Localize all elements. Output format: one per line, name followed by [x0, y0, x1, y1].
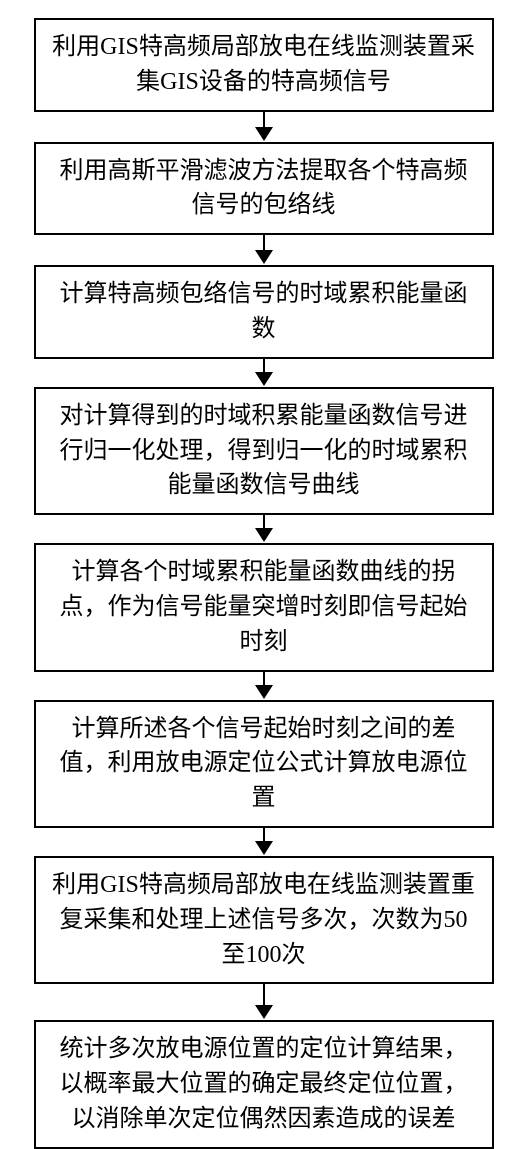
arrow-head — [255, 841, 273, 855]
arrow-head — [255, 250, 273, 264]
arrow-shaft — [263, 359, 265, 373]
arrow-shaft — [263, 112, 265, 128]
flow-step-label: 计算各个时域累积能量函数曲线的拐点，作为信号能量突增时刻即信号起始时刻 — [50, 555, 478, 659]
arrow-shaft — [263, 672, 265, 686]
flow-step-4: 对计算得到的时域积累能量函数信号进行归一化处理，得到归一化的时域累积能量函数信号… — [34, 387, 494, 515]
flow-step-label: 对计算得到的时域积累能量函数信号进行归一化处理，得到归一化的时域累积能量函数信号… — [50, 399, 478, 503]
arrow-shaft — [263, 235, 265, 251]
flow-arrow — [254, 112, 274, 142]
arrow-head — [255, 372, 273, 386]
arrow-shaft — [263, 828, 265, 842]
flow-step-label: 利用GIS特高频局部放电在线监测装置采集GIS设备的特高频信号 — [50, 30, 478, 100]
flow-step-2: 利用高斯平滑滤波方法提取各个特高频信号的包络线 — [34, 142, 494, 236]
flow-arrow — [254, 672, 274, 700]
flow-step-label: 利用高斯平滑滤波方法提取各个特高频信号的包络线 — [50, 154, 478, 224]
flow-step-label: 统计多次放电源位置的定位计算结果，以概率最大位置的确定最终定位位置，以消除单次定… — [50, 1032, 478, 1136]
flow-step-8: 统计多次放电源位置的定位计算结果，以概率最大位置的确定最终定位位置，以消除单次定… — [34, 1020, 494, 1148]
flow-step-label: 计算所述各个信号起始时刻之间的差值，利用放电源定位公式计算放电源位置 — [50, 712, 478, 816]
arrow-head — [255, 1005, 273, 1019]
flow-step-3: 计算特高频包络信号的时域累积能量函数 — [34, 265, 494, 359]
flowchart: 利用GIS特高频局部放电在线监测装置采集GIS设备的特高频信号利用高斯平滑滤波方… — [34, 18, 494, 1149]
flow-step-6: 计算所述各个信号起始时刻之间的差值，利用放电源定位公式计算放电源位置 — [34, 700, 494, 828]
flow-arrow — [254, 359, 274, 387]
arrow-shaft — [263, 515, 265, 529]
flow-step-label: 利用GIS特高频局部放电在线监测装置重复采集和处理上述信号多次，次数为50至10… — [50, 868, 478, 972]
flow-step-5: 计算各个时域累积能量函数曲线的拐点，作为信号能量突增时刻即信号起始时刻 — [34, 543, 494, 671]
arrow-shaft — [263, 984, 265, 1006]
flow-step-1: 利用GIS特高频局部放电在线监测装置采集GIS设备的特高频信号 — [34, 18, 494, 112]
flow-arrow — [254, 828, 274, 856]
flow-arrow — [254, 235, 274, 265]
arrow-head — [255, 528, 273, 542]
flow-arrow — [254, 515, 274, 543]
flow-step-7: 利用GIS特高频局部放电在线监测装置重复采集和处理上述信号多次，次数为50至10… — [34, 856, 494, 984]
flow-step-label: 计算特高频包络信号的时域累积能量函数 — [50, 277, 478, 347]
arrow-head — [255, 127, 273, 141]
arrow-head — [255, 685, 273, 699]
flow-arrow — [254, 984, 274, 1020]
